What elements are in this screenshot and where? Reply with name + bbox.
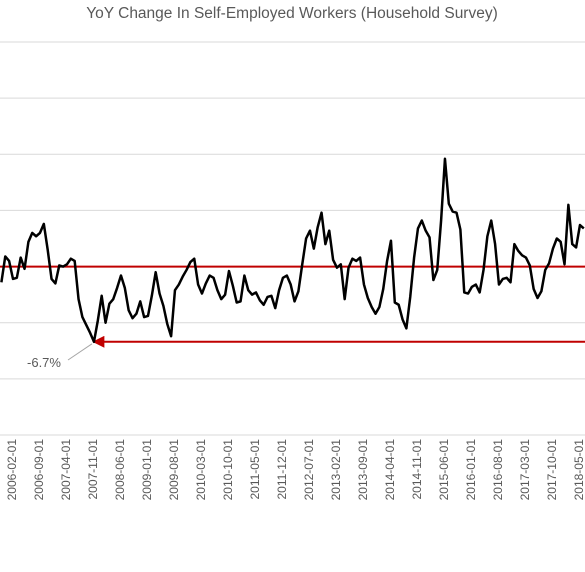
x-tick-label: 2012-07-01 [302, 439, 316, 501]
data-line [0, 157, 585, 344]
x-tick-label: 2011-12-01 [275, 439, 289, 500]
annotation-leader [67, 343, 93, 361]
x-tick-label: 2016-08-01 [491, 439, 505, 501]
x-tick-label: 2006-09-01 [32, 439, 46, 501]
x-tick-label: 2009-08-01 [167, 439, 181, 501]
x-tick-label: 2010-10-01 [221, 439, 235, 501]
chart-title: YoY Change In Self-Employed Workers (Hou… [86, 5, 498, 22]
x-tick-label: 2017-03-01 [518, 439, 532, 501]
x-tick-label: 2018-05-01 [572, 439, 585, 501]
x-tick-label: 2014-11-01 [410, 439, 424, 500]
x-tick-label: 2009-01-01 [140, 439, 154, 501]
x-tick-label: 2007-11-01 [86, 439, 100, 500]
x-tick-label: 2017-10-01 [545, 439, 559, 501]
x-tick-label: 2013-09-01 [356, 439, 370, 501]
annotation-label: -6.7% [27, 355, 61, 370]
x-tick-label: 2014-04-01 [383, 439, 397, 501]
x-tick-label: 2010-03-01 [194, 439, 208, 501]
x-tick-label: 2015-06-01 [437, 439, 451, 501]
x-tick-label: 2016-01-01 [464, 439, 478, 501]
x-tick-label: 2007-04-01 [59, 439, 73, 501]
x-tick-label: 2006-02-01 [5, 439, 19, 501]
x-tick-label: 2013-02-01 [329, 439, 343, 501]
x-tick-label: 2011-05-01 [248, 439, 262, 500]
x-tick-label: 2008-06-01 [113, 439, 127, 501]
